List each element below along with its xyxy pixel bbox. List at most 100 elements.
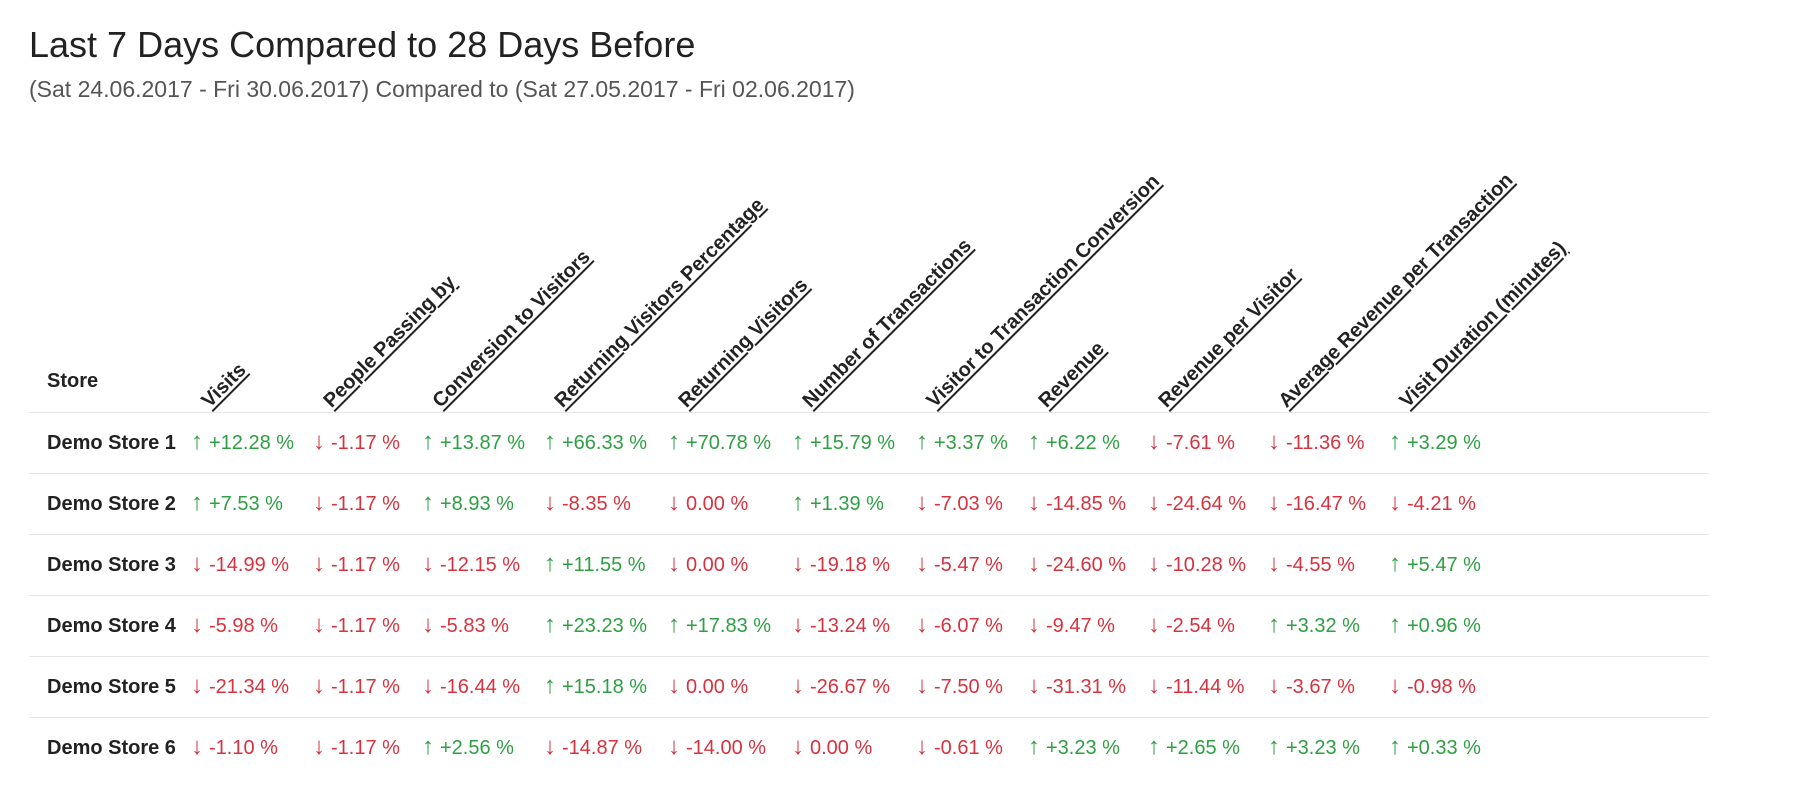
arrow-down-icon: ↓ <box>916 474 928 532</box>
arrow-down-icon: ↓ <box>792 535 804 593</box>
metric-cell-revenue: ↑ +3.23 % <box>1028 718 1120 778</box>
metric-change-value: +15.18 % <box>562 676 647 698</box>
metric-cell-conversion-to-visitors: ↓ -16.44 % <box>422 657 520 717</box>
arrow-down-icon: ↓ <box>916 657 928 715</box>
metric-cell-number-of-transactions: ↓ -26.67 % <box>792 657 890 717</box>
arrow-down-icon: ↓ <box>313 413 325 471</box>
metric-change-value: 0.00 % <box>686 554 748 576</box>
arrow-down-icon: ↓ <box>792 718 804 776</box>
arrow-down-icon: ↓ <box>1148 657 1160 715</box>
metric-cell-visits: ↑ +7.53 % <box>191 474 283 534</box>
arrow-down-icon: ↓ <box>422 535 434 593</box>
store-name: Demo Store 6 <box>47 718 176 778</box>
metric-cell-returning-visitors-percentage: ↓ -8.35 % <box>544 474 631 534</box>
arrow-up-icon: ↑ <box>1389 535 1401 593</box>
metric-change-value: -1.17 % <box>331 737 400 759</box>
metric-change-value: +3.32 % <box>1286 615 1360 637</box>
column-header-store: Store <box>47 370 98 393</box>
sort-link-visitor-to-transaction-conversion[interactable]: Visitor to Transaction Conversion <box>922 170 1164 412</box>
metric-cell-average-revenue-per-transaction: ↓ -3.67 % <box>1268 657 1355 717</box>
arrow-down-icon: ↓ <box>313 657 325 715</box>
metric-cell-revenue-per-visitor: ↑ +2.65 % <box>1148 718 1240 778</box>
metric-change-value: 0.00 % <box>686 493 748 515</box>
page-title: Last 7 Days Compared to 28 Days Before <box>29 21 695 69</box>
table-row: Demo Store 3 ↓ -14.99 % ↓ -1.17 % ↓ -12.15 % ↑ +… <box>29 534 1709 595</box>
metric-cell-number-of-transactions: ↑ +1.39 % <box>792 474 884 534</box>
metric-cell-average-revenue-per-transaction: ↑ +3.32 % <box>1268 596 1360 656</box>
metric-cell-returning-visitors-percentage: ↑ +23.23 % <box>544 596 647 656</box>
arrow-down-icon: ↓ <box>1268 413 1280 471</box>
arrow-up-icon: ↑ <box>422 413 434 471</box>
metric-cell-conversion-to-visitors: ↑ +13.87 % <box>422 413 525 473</box>
store-name: Demo Store 1 <box>47 413 176 473</box>
arrow-up-icon: ↑ <box>544 535 556 593</box>
metric-cell-visit-duration: ↑ +0.96 % <box>1389 596 1481 656</box>
metric-change-value: -2.54 % <box>1166 615 1235 637</box>
store-comparison-table: Store Visits People Passing by Conversion … <box>29 120 1709 790</box>
table-row: Demo Store 4 ↓ -5.98 % ↓ -1.17 % ↓ -5.83 % ↑ +23… <box>29 595 1709 656</box>
metric-change-value: 0.00 % <box>810 737 872 759</box>
metric-cell-returning-visitors: ↓ 0.00 % <box>668 535 748 595</box>
metric-change-value: +2.56 % <box>440 737 514 759</box>
metric-change-value: -16.47 % <box>1286 493 1366 515</box>
metric-change-value: +11.55 % <box>562 554 646 576</box>
table-row: Demo Store 5 ↓ -21.34 % ↓ -1.17 % ↓ -16.44 % ↑ +… <box>29 656 1709 717</box>
metric-cell-conversion-to-visitors: ↓ -5.83 % <box>422 596 509 656</box>
metric-change-value: -14.99 % <box>209 554 289 576</box>
sort-link-average-revenue-per-transaction[interactable]: Average Revenue per Transaction <box>1274 169 1517 412</box>
metric-cell-conversion-to-visitors: ↑ +8.93 % <box>422 474 514 534</box>
metric-cell-visits: ↓ -14.99 % <box>191 535 289 595</box>
metric-change-value: -6.07 % <box>934 615 1003 637</box>
arrow-up-icon: ↑ <box>792 474 804 532</box>
metric-cell-visitor-to-transaction-conversion: ↓ -5.47 % <box>916 535 1003 595</box>
sort-link-returning-visitors-percentage[interactable]: Returning Visitors Percentage <box>550 194 768 412</box>
arrow-up-icon: ↑ <box>1028 718 1040 776</box>
arrow-down-icon: ↓ <box>1028 657 1040 715</box>
arrow-down-icon: ↓ <box>1028 474 1040 532</box>
arrow-down-icon: ↓ <box>668 535 680 593</box>
metric-change-value: -3.67 % <box>1286 676 1355 698</box>
metric-change-value: +66.33 % <box>562 432 647 454</box>
metric-change-value: -5.47 % <box>934 554 1003 576</box>
sort-link-returning-visitors[interactable]: Returning Visitors <box>674 274 812 412</box>
metric-change-value: -21.34 % <box>209 676 289 698</box>
metric-change-value: -4.21 % <box>1407 493 1476 515</box>
arrow-down-icon: ↓ <box>191 718 203 776</box>
metric-change-value: +70.78 % <box>686 432 771 454</box>
metric-cell-number-of-transactions: ↓ 0.00 % <box>792 718 872 778</box>
metric-cell-people-passing-by: ↓ -1.17 % <box>313 535 400 595</box>
arrow-down-icon: ↓ <box>792 596 804 654</box>
metric-cell-returning-visitors: ↓ 0.00 % <box>668 657 748 717</box>
metric-cell-visit-duration: ↑ +3.29 % <box>1389 413 1481 473</box>
arrow-up-icon: ↑ <box>668 413 680 471</box>
arrow-down-icon: ↓ <box>1148 535 1160 593</box>
metric-change-value: -1.17 % <box>331 432 400 454</box>
metric-cell-visitor-to-transaction-conversion: ↓ -6.07 % <box>916 596 1003 656</box>
metric-cell-average-revenue-per-transaction: ↓ -16.47 % <box>1268 474 1366 534</box>
metric-cell-people-passing-by: ↓ -1.17 % <box>313 718 400 778</box>
arrow-down-icon: ↓ <box>313 535 325 593</box>
metric-change-value: -13.24 % <box>810 615 890 637</box>
arrow-down-icon: ↓ <box>313 596 325 654</box>
table-row: Demo Store 6 ↓ -1.10 % ↓ -1.17 % ↑ +2.56 % ↓ -14… <box>29 717 1709 778</box>
metric-cell-returning-visitors: ↑ +70.78 % <box>668 413 771 473</box>
metric-change-value: -5.98 % <box>209 615 278 637</box>
metric-change-value: +8.93 % <box>440 493 514 515</box>
sort-link-visits[interactable]: Visits <box>197 359 250 412</box>
metric-change-value: +13.87 % <box>440 432 525 454</box>
metric-change-value: +0.96 % <box>1407 615 1481 637</box>
sort-link-revenue[interactable]: Revenue <box>1034 337 1109 412</box>
arrow-up-icon: ↑ <box>1268 718 1280 776</box>
metric-change-value: -1.17 % <box>331 493 400 515</box>
store-name: Demo Store 5 <box>47 657 176 717</box>
arrow-up-icon: ↑ <box>1148 718 1160 776</box>
metric-cell-visit-duration: ↓ -0.98 % <box>1389 657 1476 717</box>
arrow-up-icon: ↑ <box>916 413 928 471</box>
metric-change-value: +15.79 % <box>810 432 895 454</box>
arrow-up-icon: ↑ <box>422 474 434 532</box>
metric-cell-visit-duration: ↑ +5.47 % <box>1389 535 1481 595</box>
arrow-up-icon: ↑ <box>1389 718 1401 776</box>
metric-change-value: +3.23 % <box>1286 737 1360 759</box>
metric-cell-number-of-transactions: ↓ -19.18 % <box>792 535 890 595</box>
metric-cell-returning-visitors: ↑ +17.83 % <box>668 596 771 656</box>
